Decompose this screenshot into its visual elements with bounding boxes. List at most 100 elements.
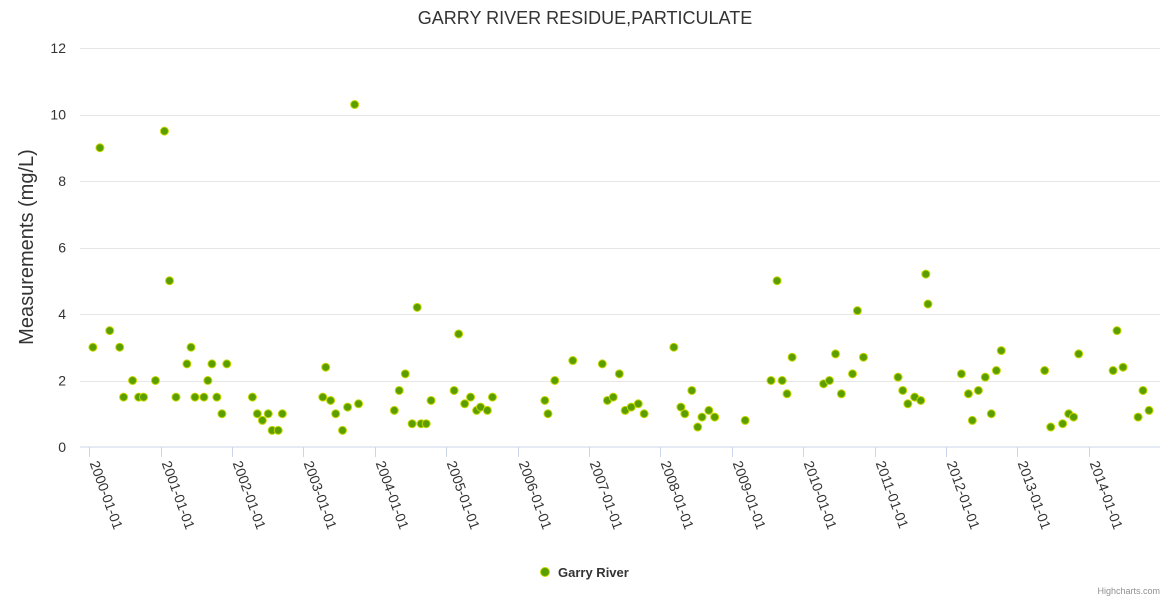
- data-point[interactable]: [247, 392, 257, 402]
- data-point[interactable]: [787, 352, 797, 362]
- data-point[interactable]: [986, 409, 996, 419]
- data-point[interactable]: [252, 409, 262, 419]
- data-point[interactable]: [543, 409, 553, 419]
- data-point[interactable]: [407, 419, 417, 429]
- data-point[interactable]: [1144, 405, 1154, 415]
- data-point[interactable]: [608, 392, 618, 402]
- data-point[interactable]: [980, 372, 990, 382]
- data-point[interactable]: [597, 359, 607, 369]
- data-point[interactable]: [400, 369, 410, 379]
- data-point[interactable]: [277, 409, 287, 419]
- data-point[interactable]: [128, 376, 138, 385]
- data-point[interactable]: [963, 389, 973, 399]
- data-point[interactable]: [139, 392, 149, 402]
- data-point[interactable]: [338, 425, 348, 435]
- data-point[interactable]: [680, 409, 690, 419]
- data-point[interactable]: [903, 399, 913, 409]
- data-point[interactable]: [824, 376, 834, 385]
- data-point[interactable]: [105, 326, 115, 336]
- data-point[interactable]: [165, 276, 175, 286]
- data-point[interactable]: [704, 405, 714, 415]
- data-point[interactable]: [421, 419, 431, 429]
- data-point[interactable]: [1108, 366, 1118, 376]
- data-point[interactable]: [115, 342, 125, 352]
- data-point[interactable]: [693, 422, 703, 432]
- data-point[interactable]: [633, 399, 643, 409]
- data-point[interactable]: [326, 395, 336, 405]
- data-point[interactable]: [343, 402, 353, 412]
- data-point[interactable]: [1058, 419, 1068, 429]
- data-point[interactable]: [222, 359, 232, 369]
- data-point[interactable]: [676, 402, 686, 412]
- data-point[interactable]: [1138, 385, 1148, 395]
- data-point[interactable]: [426, 395, 436, 405]
- data-point[interactable]: [967, 415, 977, 425]
- data-point[interactable]: [626, 402, 636, 412]
- data-point[interactable]: [973, 385, 983, 395]
- data-point[interactable]: [171, 392, 181, 402]
- legend-item-garry-river[interactable]: Garry River: [558, 565, 629, 580]
- data-point[interactable]: [1133, 412, 1143, 422]
- data-point[interactable]: [772, 276, 782, 286]
- data-point[interactable]: [212, 392, 222, 402]
- data-point[interactable]: [916, 395, 926, 405]
- data-point[interactable]: [858, 352, 868, 362]
- data-point[interactable]: [460, 399, 470, 409]
- data-point[interactable]: [1118, 362, 1128, 372]
- data-point[interactable]: [159, 126, 169, 136]
- data-point[interactable]: [318, 392, 328, 402]
- data-point[interactable]: [331, 409, 341, 419]
- data-point[interactable]: [991, 366, 1001, 376]
- data-point[interactable]: [852, 306, 862, 316]
- data-point[interactable]: [831, 349, 841, 359]
- data-point[interactable]: [1069, 412, 1079, 422]
- data-point[interactable]: [848, 369, 858, 379]
- data-point[interactable]: [449, 385, 459, 395]
- data-point[interactable]: [119, 392, 129, 402]
- data-point[interactable]: [669, 342, 679, 352]
- data-point[interactable]: [639, 409, 649, 419]
- data-point[interactable]: [697, 412, 707, 422]
- data-point[interactable]: [199, 392, 209, 402]
- data-point[interactable]: [782, 389, 792, 399]
- data-point[interactable]: [354, 399, 364, 409]
- data-point[interactable]: [207, 359, 217, 369]
- data-point[interactable]: [898, 385, 908, 395]
- data-point[interactable]: [203, 376, 213, 385]
- data-point[interactable]: [710, 412, 720, 422]
- data-point[interactable]: [1074, 349, 1084, 359]
- data-point[interactable]: [740, 415, 750, 425]
- data-point[interactable]: [182, 359, 192, 369]
- data-point[interactable]: [186, 342, 196, 352]
- data-point[interactable]: [394, 385, 404, 395]
- data-point[interactable]: [412, 302, 422, 312]
- data-point[interactable]: [190, 392, 200, 402]
- data-point[interactable]: [263, 409, 273, 419]
- data-point[interactable]: [466, 392, 476, 402]
- data-point[interactable]: [150, 376, 160, 385]
- data-point[interactable]: [777, 376, 787, 385]
- data-point[interactable]: [921, 269, 931, 279]
- data-point[interactable]: [482, 405, 492, 415]
- data-point[interactable]: [389, 405, 399, 415]
- data-point[interactable]: [893, 372, 903, 382]
- data-point[interactable]: [956, 369, 966, 379]
- data-point[interactable]: [1046, 422, 1056, 432]
- data-point[interactable]: [1112, 326, 1122, 336]
- data-point[interactable]: [836, 389, 846, 399]
- data-point[interactable]: [321, 362, 331, 372]
- data-point[interactable]: [1040, 366, 1050, 376]
- data-point[interactable]: [923, 299, 933, 309]
- credits-link[interactable]: Highcharts.com: [1097, 586, 1160, 596]
- data-point[interactable]: [766, 376, 776, 385]
- legend[interactable]: Garry River: [540, 565, 629, 580]
- data-point[interactable]: [273, 425, 283, 435]
- data-point[interactable]: [88, 342, 98, 352]
- data-point[interactable]: [687, 385, 697, 395]
- data-point[interactable]: [540, 395, 550, 405]
- data-point[interactable]: [996, 346, 1006, 356]
- data-point[interactable]: [550, 376, 560, 385]
- legend-marker[interactable]: [540, 567, 550, 577]
- data-point[interactable]: [568, 356, 578, 366]
- data-point[interactable]: [257, 415, 267, 425]
